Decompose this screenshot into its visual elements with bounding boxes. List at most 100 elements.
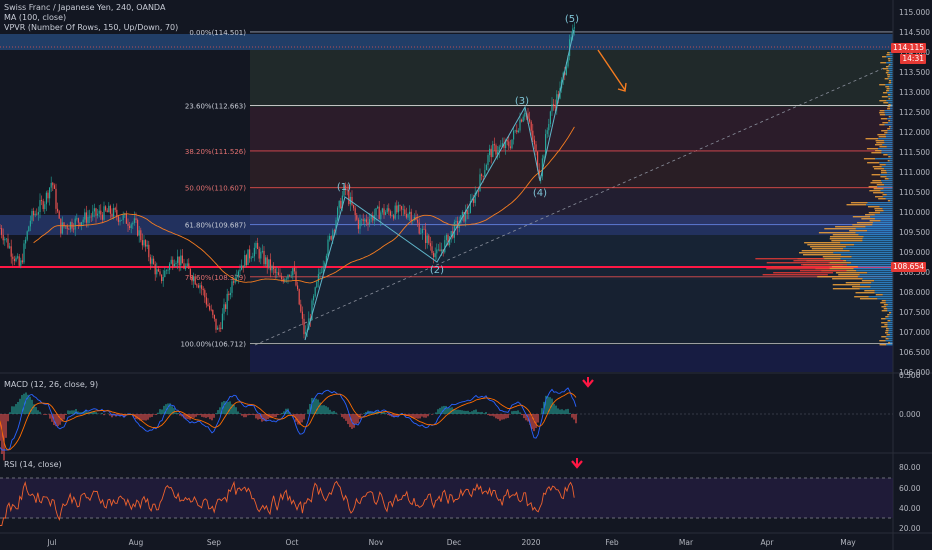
macd-hist-bar bbox=[407, 414, 409, 416]
candle-body bbox=[293, 268, 295, 272]
candle-body bbox=[138, 230, 140, 236]
candle-body bbox=[538, 169, 540, 179]
candle-body bbox=[41, 200, 43, 202]
macd-title[interactable]: MACD (12, 26, close, 9) bbox=[4, 380, 99, 389]
candle-body bbox=[386, 208, 388, 213]
candle-body bbox=[130, 224, 132, 229]
macd-hist-bar bbox=[485, 412, 487, 414]
vpvr-bar-down bbox=[868, 186, 878, 188]
candle-body bbox=[229, 292, 231, 296]
macd-hist-bar bbox=[213, 414, 215, 418]
macd-hist-bar bbox=[555, 405, 557, 414]
chart-legend[interactable]: Swiss Franc / Japanese Yen, 240, OANDA M… bbox=[4, 3, 178, 33]
macd-hist-bar bbox=[393, 414, 395, 418]
candle-body bbox=[353, 204, 355, 209]
vpvr-bar-down bbox=[875, 140, 884, 142]
candle-body bbox=[169, 263, 171, 270]
vpvr-bar-up bbox=[886, 176, 893, 178]
vpvr-bar-down bbox=[886, 54, 890, 56]
vpvr-bar-up bbox=[885, 114, 893, 116]
macd-hist-bar bbox=[253, 414, 255, 416]
wave-label: (3) bbox=[515, 96, 529, 107]
vpvr-bar-up bbox=[877, 186, 893, 188]
macd-hist-bar bbox=[215, 413, 217, 414]
candle-body bbox=[530, 121, 532, 131]
macd-hist-bar bbox=[153, 414, 155, 415]
macd-hist-bar bbox=[43, 414, 45, 415]
macd-hist-bar bbox=[139, 414, 141, 421]
vpvr-bar-down bbox=[832, 234, 859, 236]
vpvr-legend[interactable]: VPVR (Number Of Rows, 150, Up/Down, 70) bbox=[4, 23, 179, 32]
vpvr-bar-down bbox=[850, 202, 868, 204]
vpvr-bar-down bbox=[883, 308, 888, 310]
candle-body bbox=[468, 212, 470, 214]
candle-body bbox=[153, 258, 155, 265]
candle-body bbox=[119, 220, 121, 222]
vpvr-bar-down bbox=[817, 276, 858, 278]
ma-legend[interactable]: MA (100, close) bbox=[4, 13, 67, 22]
vpvr-bar-up bbox=[888, 328, 893, 330]
vpvr-bar-down bbox=[829, 236, 864, 238]
candle-body bbox=[444, 240, 446, 253]
vpvr-bar-down bbox=[829, 238, 863, 240]
macd-hist-bar bbox=[55, 414, 57, 427]
candle-body bbox=[337, 207, 339, 221]
candle-body bbox=[21, 260, 23, 263]
time-tick-label: Sep bbox=[207, 538, 221, 547]
vpvr-bar-down bbox=[877, 134, 886, 136]
vpvr-bar-down bbox=[824, 228, 856, 230]
symbol-title[interactable]: Swiss Franc / Japanese Yen, 240, OANDA bbox=[4, 3, 166, 12]
macd-hist-bar bbox=[369, 411, 371, 414]
macd-hist-bar bbox=[311, 397, 313, 414]
vpvr-bar-poc bbox=[773, 272, 834, 274]
rsi-title[interactable]: RSI (14, close) bbox=[4, 460, 62, 469]
time-axis[interactable]: Jul Aug Sep Oct Nov Dec 2020 Feb Mar Apr May bbox=[46, 538, 856, 547]
macd-hist-bar bbox=[325, 406, 327, 414]
candle-body bbox=[308, 318, 310, 330]
vpvr-bar-down bbox=[888, 80, 892, 82]
vpvr-bar-up bbox=[880, 220, 893, 222]
candle-body bbox=[202, 288, 204, 291]
macd-hist-bar bbox=[281, 412, 283, 414]
vpvr-bar-up bbox=[886, 62, 893, 64]
candle-body bbox=[25, 239, 27, 244]
vpvr-bar-down bbox=[879, 110, 885, 112]
macd-hist-bar bbox=[559, 409, 561, 414]
vpvr-bar-up bbox=[878, 138, 893, 140]
candle-body bbox=[116, 209, 118, 217]
vpvr-bar-down bbox=[882, 56, 887, 58]
vpvr-bar-up bbox=[890, 104, 893, 106]
macd-hist-bar bbox=[277, 414, 279, 416]
vpvr-bar-up bbox=[874, 214, 893, 216]
macd-hist-bar bbox=[447, 407, 449, 414]
candle-body bbox=[447, 234, 449, 245]
vpvr-bar-down bbox=[879, 112, 885, 114]
price-tick-label: 107.500 bbox=[899, 308, 930, 317]
candle-body bbox=[300, 304, 302, 312]
candle-body bbox=[236, 276, 238, 278]
price-tick-label: 110.500 bbox=[899, 188, 930, 197]
macd-hist-bar bbox=[141, 414, 143, 421]
candle-body bbox=[191, 276, 193, 282]
candle-body bbox=[370, 215, 372, 220]
candle-body bbox=[500, 145, 502, 147]
vpvr-bar-up bbox=[890, 82, 893, 84]
vpvr-bar-up bbox=[883, 140, 893, 142]
macd-hist-bar bbox=[417, 414, 419, 419]
candle-body bbox=[541, 158, 543, 177]
candle-body bbox=[133, 218, 135, 224]
candle-body bbox=[209, 305, 211, 310]
vpvr-bar-up bbox=[853, 268, 893, 270]
vpvr-bar-up bbox=[883, 188, 893, 190]
price-tick-label: 112.000 bbox=[899, 128, 930, 137]
vpvr-bar-up bbox=[846, 260, 893, 262]
candle-body bbox=[311, 300, 313, 320]
vpvr-bar-up bbox=[890, 60, 893, 62]
macd-hist-bar bbox=[23, 393, 25, 414]
vpvr-bar-up bbox=[867, 272, 893, 274]
vpvr-bar-up bbox=[889, 86, 893, 88]
candle-body bbox=[428, 235, 430, 244]
candle-body bbox=[279, 275, 281, 276]
